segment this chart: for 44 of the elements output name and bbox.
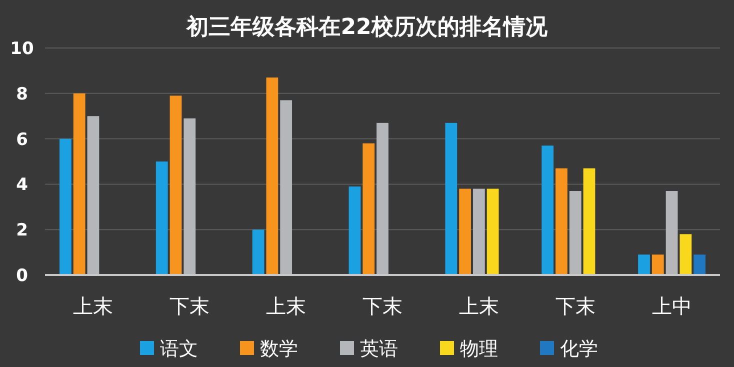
bar bbox=[170, 96, 182, 275]
bar bbox=[156, 162, 168, 275]
x-tick-label: 下末 bbox=[170, 294, 210, 318]
legend-label: 语文 bbox=[160, 338, 198, 360]
legend-label: 数学 bbox=[260, 338, 298, 360]
bar bbox=[486, 188, 499, 275]
bar bbox=[73, 93, 86, 275]
bar bbox=[362, 143, 375, 275]
legend-label: 英语 bbox=[360, 338, 398, 360]
y-tick-label: 4 bbox=[16, 175, 28, 196]
bar bbox=[252, 230, 264, 275]
x-tick-label: 上中 bbox=[652, 294, 692, 318]
bar bbox=[569, 191, 582, 275]
bar bbox=[376, 122, 388, 275]
bar bbox=[459, 188, 471, 275]
x-tick-label: 下末 bbox=[555, 294, 596, 318]
y-tick-label: 8 bbox=[16, 84, 28, 104]
x-tick-label: 上末 bbox=[266, 294, 306, 318]
y-tick-label: 2 bbox=[16, 220, 28, 241]
bar bbox=[542, 146, 554, 275]
bar bbox=[638, 254, 650, 275]
bar bbox=[652, 254, 664, 275]
bar bbox=[280, 100, 292, 275]
bar bbox=[87, 116, 100, 275]
bar bbox=[472, 188, 485, 275]
bar bbox=[556, 168, 568, 275]
chart-title: 初三年级各科在22校历次的排名情况 bbox=[186, 14, 548, 40]
x-tick-label: 下末 bbox=[362, 294, 402, 318]
bar bbox=[666, 191, 678, 275]
y-tick-label: 10 bbox=[10, 39, 34, 59]
x-tick-label: 上末 bbox=[458, 294, 499, 318]
bar bbox=[680, 234, 692, 275]
x-tick-label: 上末 bbox=[73, 294, 114, 318]
bar bbox=[694, 254, 706, 275]
bar bbox=[266, 78, 278, 275]
y-tick-label: 6 bbox=[16, 130, 28, 150]
bar bbox=[348, 186, 361, 275]
legend-label: 化学 bbox=[560, 338, 598, 360]
y-tick-label: 0 bbox=[16, 266, 28, 286]
bar bbox=[184, 118, 196, 275]
bar bbox=[583, 168, 596, 275]
bar bbox=[445, 122, 458, 275]
legend-label: 物理 bbox=[460, 338, 498, 360]
bar bbox=[60, 138, 72, 275]
